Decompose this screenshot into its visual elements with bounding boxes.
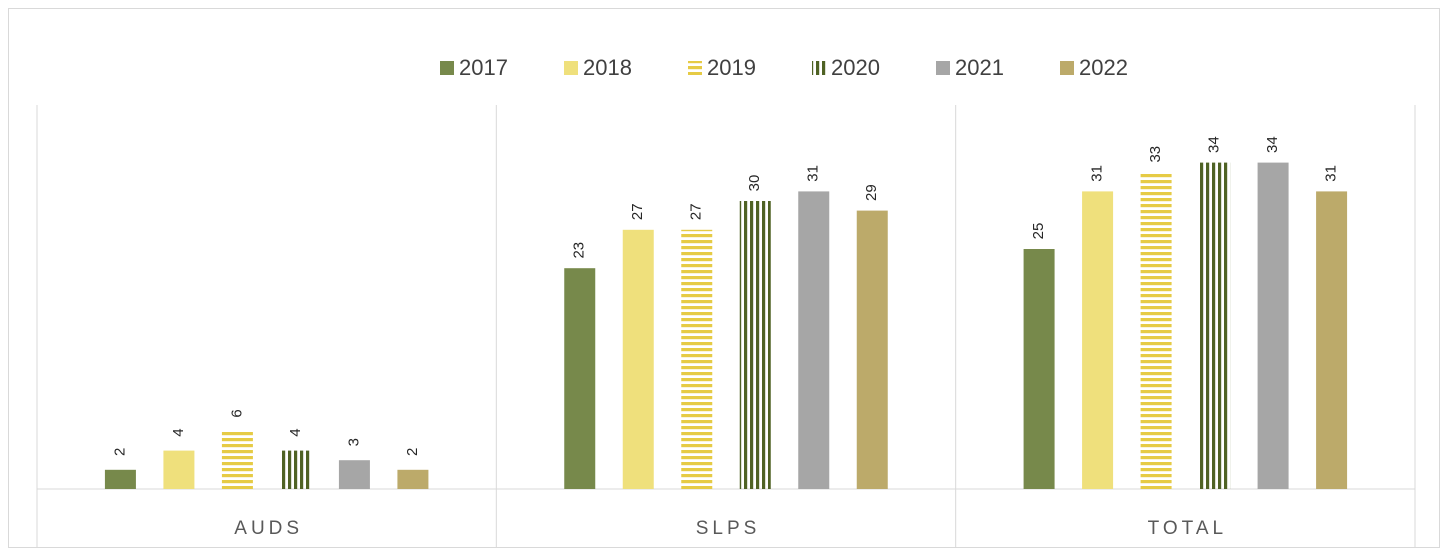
data-label: 29 xyxy=(863,184,880,201)
data-label: 23 xyxy=(571,242,588,259)
bar xyxy=(856,210,888,489)
legend-item: 2018 xyxy=(564,55,632,80)
legend-item: 2022 xyxy=(1060,55,1128,80)
legend-item: 2021 xyxy=(936,55,1004,80)
legend-label: 2021 xyxy=(955,55,1004,80)
bar xyxy=(338,460,370,489)
legend-label: 2018 xyxy=(583,55,632,80)
legend-swatch xyxy=(564,61,578,75)
bar xyxy=(564,268,596,489)
bar xyxy=(1140,172,1172,489)
bar xyxy=(1082,191,1114,489)
bar xyxy=(163,450,195,489)
legend-swatch xyxy=(1060,61,1074,75)
data-label: 31 xyxy=(1089,165,1106,182)
bar xyxy=(1199,162,1231,489)
bar xyxy=(1023,249,1055,489)
legend-swatch xyxy=(812,61,826,75)
bar xyxy=(681,229,713,490)
legend-swatch xyxy=(936,61,950,75)
legend-label: 2017 xyxy=(459,55,508,80)
data-label: 27 xyxy=(688,203,705,220)
bar xyxy=(221,431,253,489)
x-tick-label: TOTAL xyxy=(1148,518,1227,539)
data-label: 4 xyxy=(287,428,304,436)
data-label: 34 xyxy=(1206,136,1223,153)
data-label: 27 xyxy=(629,203,646,220)
data-label: 4 xyxy=(170,428,187,436)
data-label: 3 xyxy=(345,438,362,446)
legend-label: 2020 xyxy=(831,55,880,80)
legend-label: 2022 xyxy=(1079,55,1128,80)
legend-swatch xyxy=(440,61,454,75)
legend-label: 2019 xyxy=(707,55,756,80)
bar xyxy=(622,229,654,490)
data-label: 31 xyxy=(805,165,822,182)
bar xyxy=(1316,191,1348,489)
data-label: 25 xyxy=(1030,223,1047,240)
data-label: 6 xyxy=(228,409,245,417)
legend-item: 2019 xyxy=(688,55,756,80)
legend-item: 2017 xyxy=(440,55,508,80)
bar xyxy=(739,201,771,489)
bar xyxy=(798,191,830,489)
data-label: 30 xyxy=(746,175,763,192)
data-label: 31 xyxy=(1323,165,1340,182)
bar xyxy=(280,450,312,489)
bar xyxy=(104,469,136,489)
data-label: 34 xyxy=(1264,136,1281,153)
bar xyxy=(1257,162,1289,489)
legend-item: 2020 xyxy=(812,55,880,80)
legend-swatch xyxy=(688,61,702,75)
data-label: 2 xyxy=(404,448,421,456)
x-tick-label: AUDS xyxy=(234,518,303,539)
data-label: 2 xyxy=(111,448,128,456)
bar xyxy=(397,469,429,489)
data-label: 33 xyxy=(1147,146,1164,163)
x-tick-label: SLPS xyxy=(696,518,761,539)
